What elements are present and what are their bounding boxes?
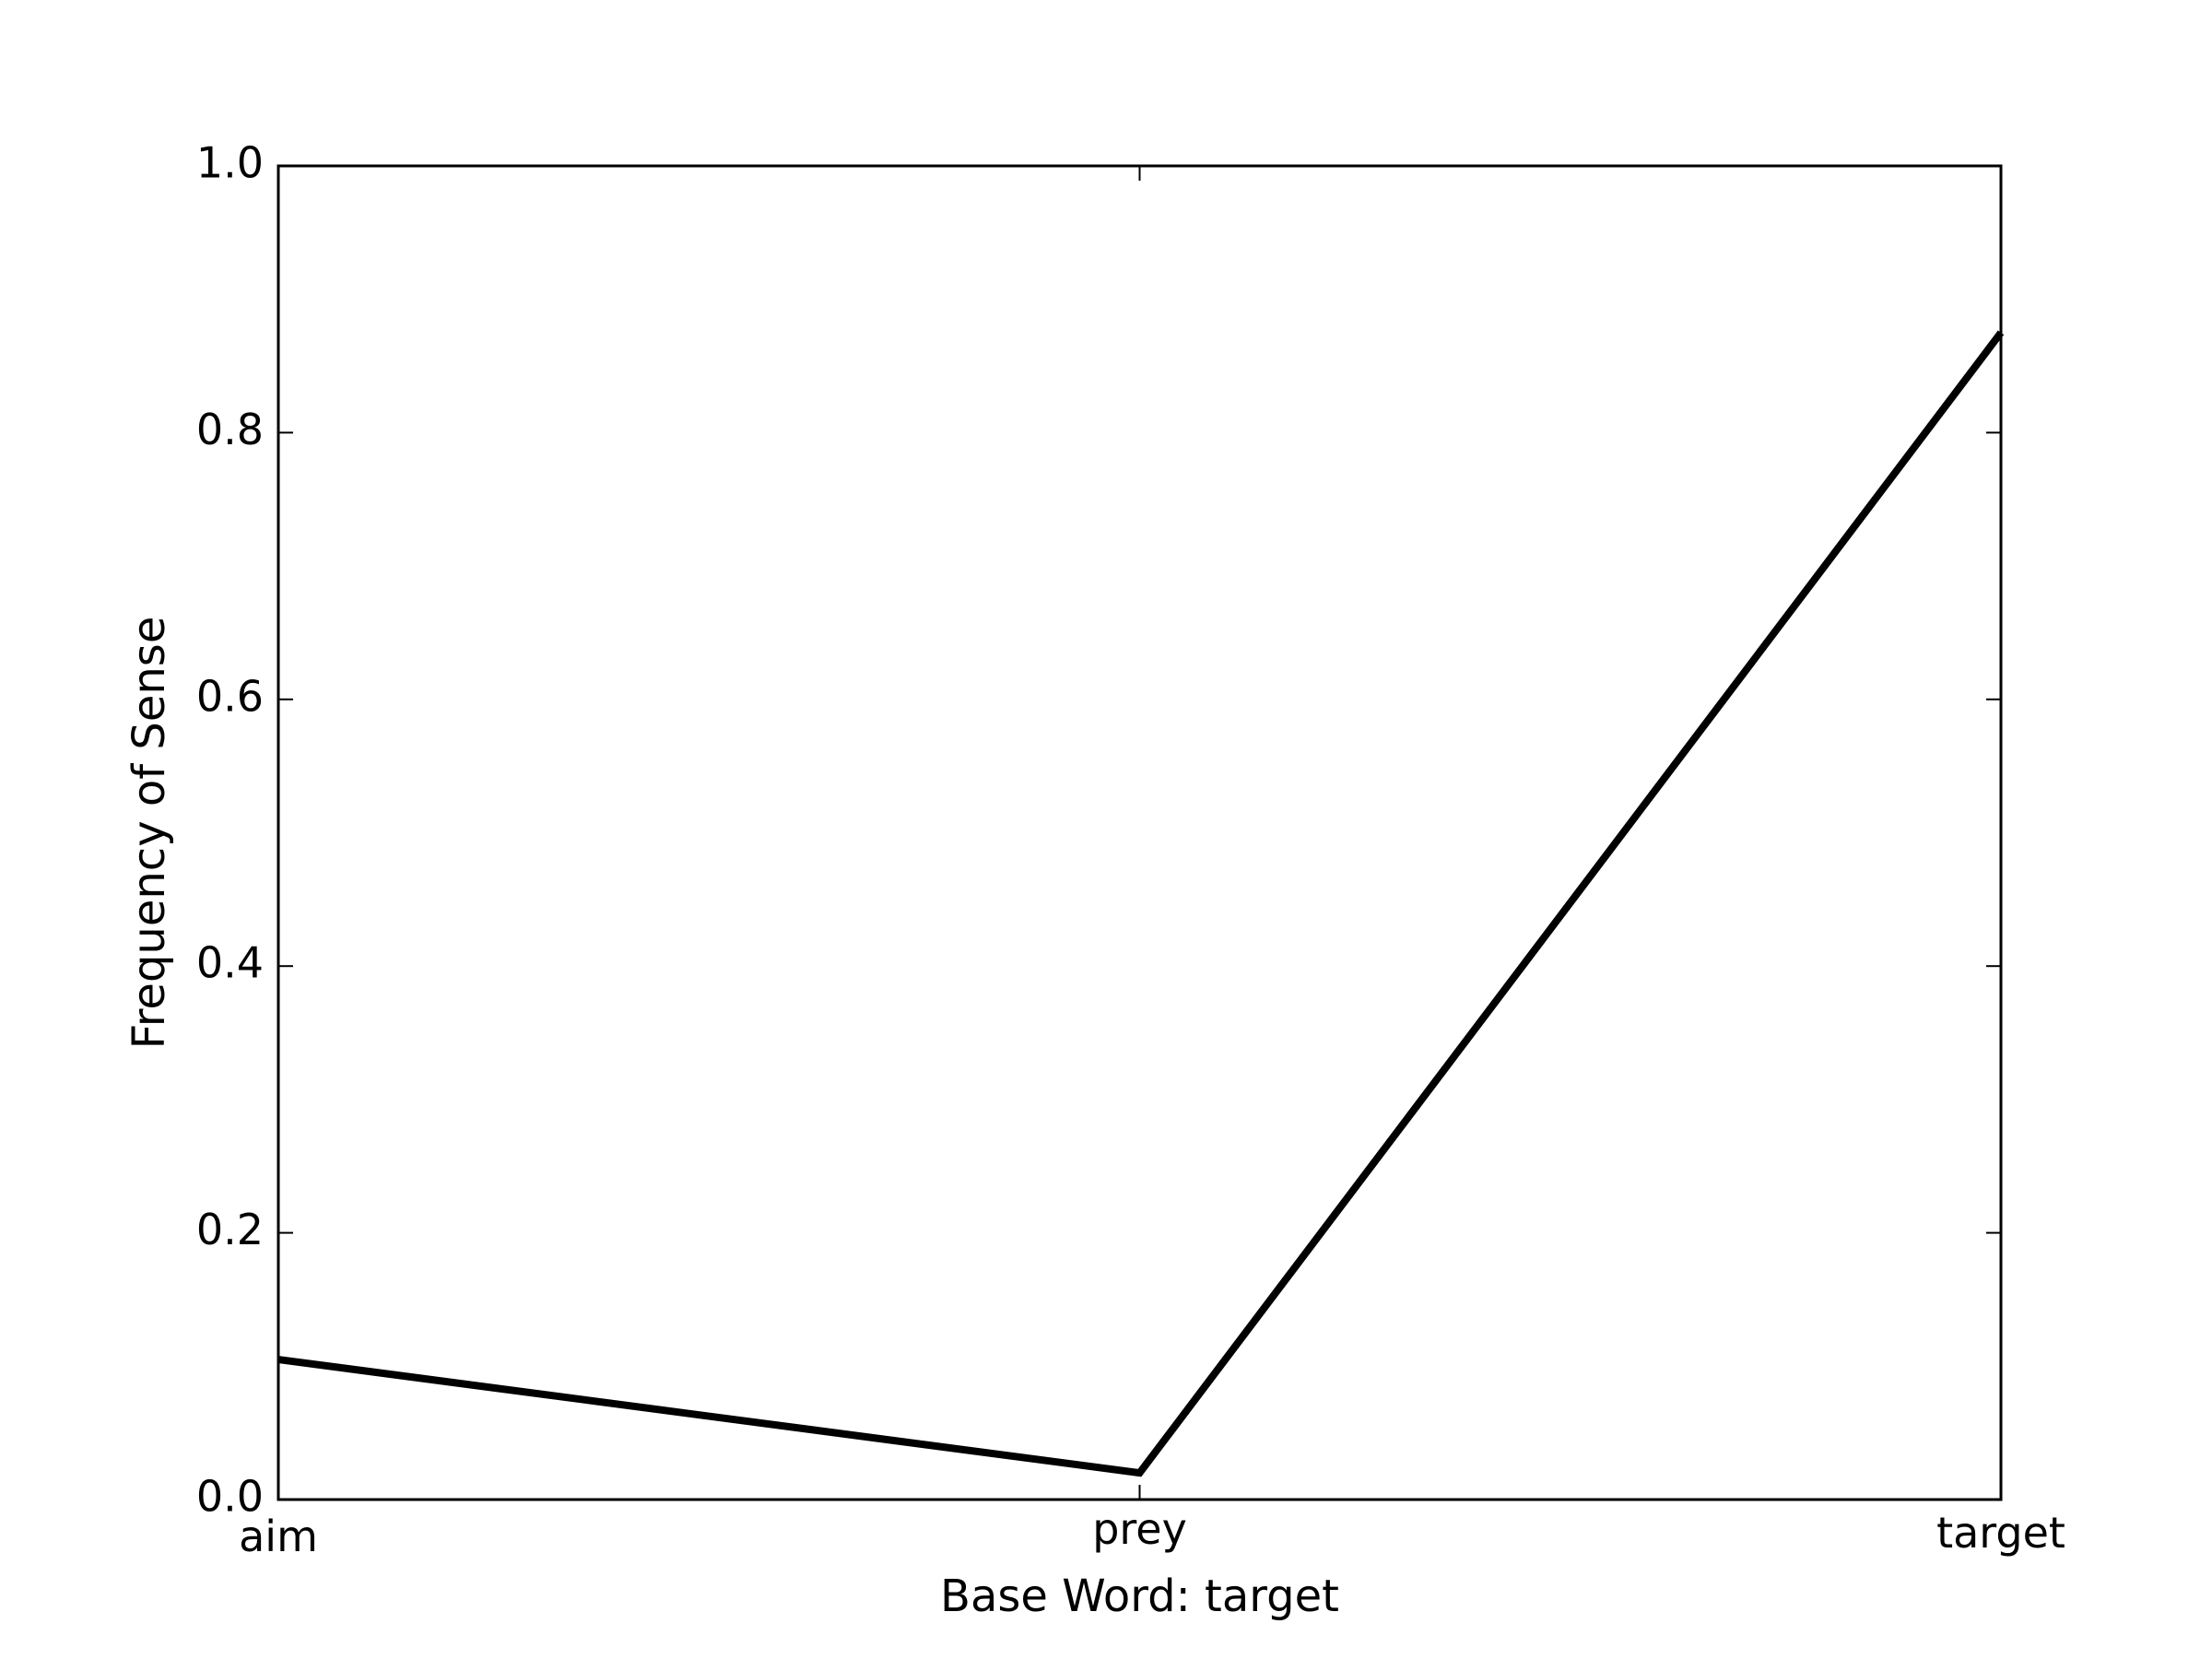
y-axis-label: Frequency of Sense — [124, 617, 175, 1050]
y-tick-label: 0.6 — [196, 671, 264, 721]
y-axis-ticks: 0.0 0.2 0.4 0.6 0.8 1.0 — [196, 138, 2001, 1522]
x-axis-label: Base Word: target — [940, 1571, 1339, 1622]
x-tick-label: target — [1936, 1508, 2065, 1558]
y-tick-label: 0.4 — [196, 938, 264, 988]
plot-area-frame — [276, 164, 2003, 1501]
x-tick-label: aim — [239, 1512, 318, 1561]
x-tick-label: prey — [1092, 1504, 1187, 1554]
y-tick-label: 0.0 — [196, 1472, 264, 1522]
y-tick-label: 1.0 — [196, 138, 264, 188]
series-line — [277, 330, 2005, 1477]
x-axis-ticks: aim prey target — [239, 166, 2065, 1561]
series-layer — [277, 330, 2005, 1477]
y-tick-label: 0.2 — [196, 1205, 264, 1254]
y-tick-label: 0.8 — [196, 405, 264, 454]
